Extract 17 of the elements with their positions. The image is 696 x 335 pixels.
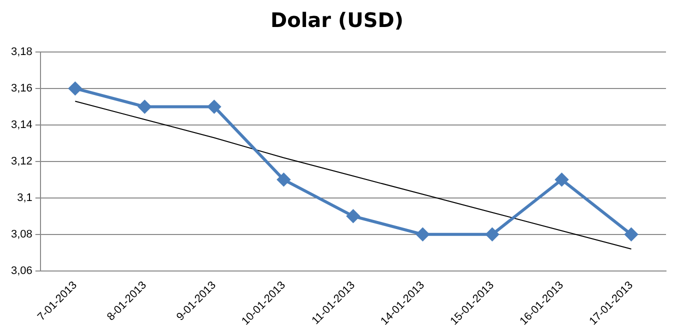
y-tick-label: 3,16 [10, 82, 32, 95]
point [416, 228, 430, 241]
y-tick-label: 3,12 [10, 155, 32, 168]
point [555, 173, 568, 186]
y-tick-label: 3,14 [10, 118, 32, 131]
point [624, 228, 638, 241]
chart-title: Dolar (USD) [270, 8, 404, 32]
y-tick-label: 3,1 [17, 192, 32, 204]
point [277, 173, 290, 186]
point [346, 210, 360, 223]
point [486, 228, 499, 241]
point [138, 100, 152, 114]
y-tick-label: 3,06 [10, 264, 32, 277]
point [208, 100, 221, 114]
y-tick-label: 3,18 [10, 46, 32, 58]
point [68, 82, 82, 95]
y-tick-label: 3,08 [10, 228, 32, 240]
